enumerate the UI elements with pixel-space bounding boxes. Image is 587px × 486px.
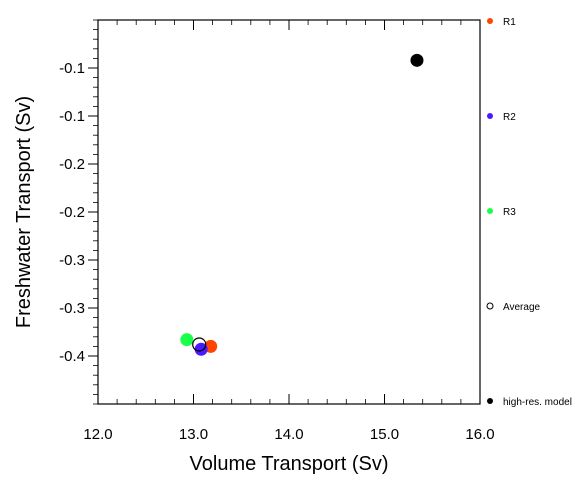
legend-label: R3: [503, 207, 516, 218]
legend-label: R1: [503, 17, 516, 28]
y-axis-title: Freshwater Transport (Sv): [13, 96, 35, 328]
y-tick-label: -0.1: [59, 108, 85, 125]
legend-label: Average: [503, 302, 541, 313]
y-tick-label: -0.1: [59, 60, 85, 77]
data-point: [194, 342, 208, 356]
legend-marker: [487, 113, 493, 119]
plot-frame: [97, 19, 481, 405]
y-tick-label: -0.3: [59, 252, 85, 269]
x-axis-title: Volume Transport (Sv): [190, 453, 389, 475]
x-tick-label: 16.0: [465, 426, 494, 443]
data-point: [410, 53, 424, 67]
x-tick-label: 14.0: [274, 426, 303, 443]
x-tick-label: 15.0: [370, 426, 399, 443]
y-tick-label: -0.3: [59, 300, 85, 317]
data-point: [192, 337, 207, 352]
legend-marker: [487, 18, 493, 24]
x-tick-label: 13.0: [179, 426, 208, 443]
legend: R1 R2 R3 Average high-res. model: [486, 17, 572, 408]
y-tick-label: -0.2: [59, 156, 85, 173]
data-point: [180, 333, 194, 347]
axis-ticks: 12.0 13.0 14.0 15.0 16.0 -0.1 -0.1 -0.2 -0.2 -0.3…: [59, 19, 495, 443]
y-tick-label: -0.2: [59, 204, 85, 221]
legend-label: high-res. model: [503, 397, 572, 408]
legend-marker: [487, 208, 493, 214]
x-tick-label: 12.0: [83, 426, 112, 443]
legend-marker: [486, 302, 494, 310]
data-points: [180, 53, 424, 356]
legend-label: R2: [503, 112, 516, 123]
y-tick-label: -0.4: [59, 348, 85, 365]
legend-marker: [487, 398, 493, 404]
